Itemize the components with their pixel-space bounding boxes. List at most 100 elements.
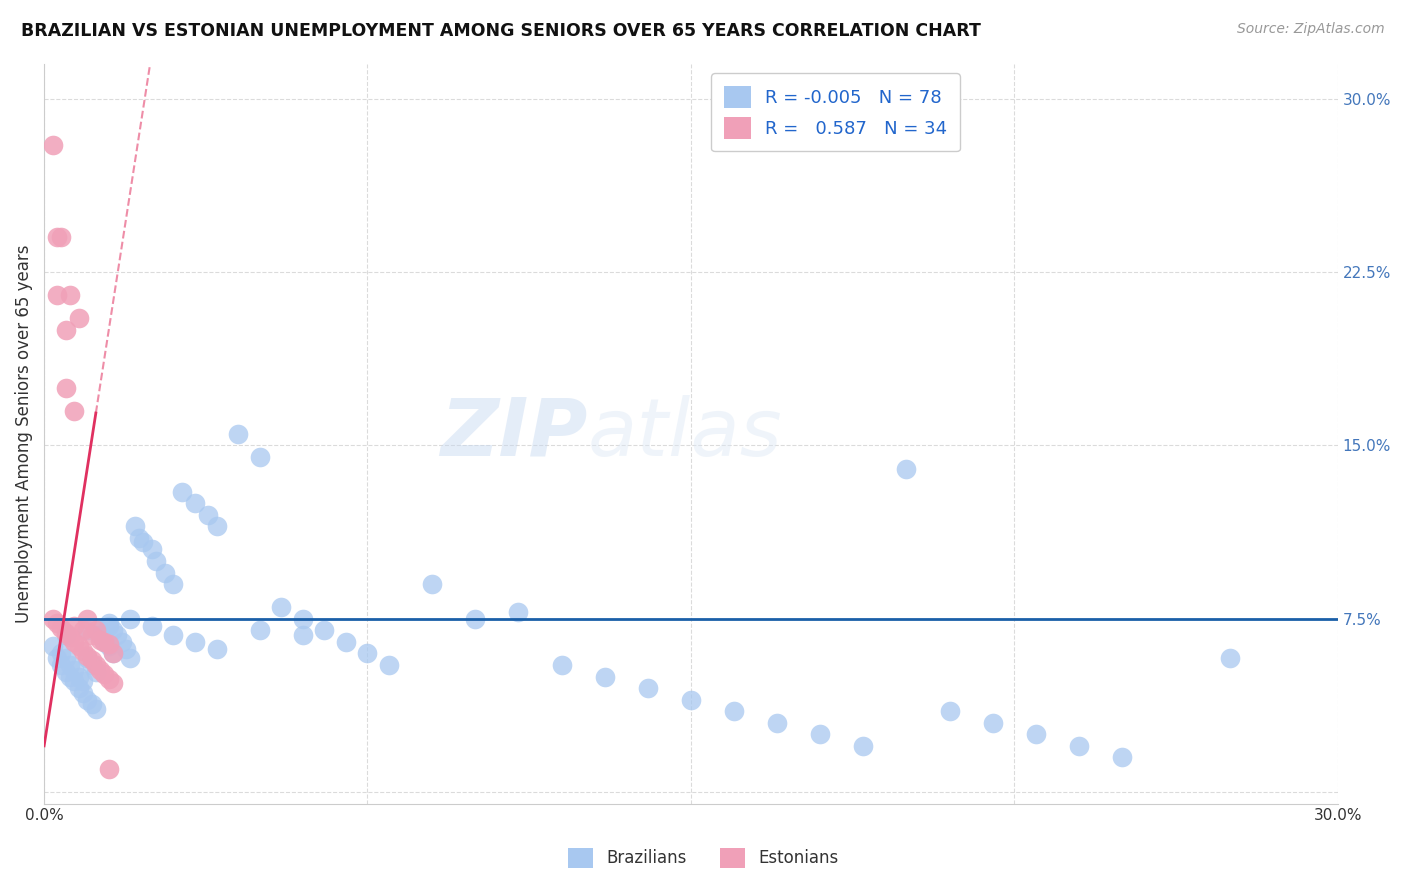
Point bbox=[101, 624, 124, 638]
Point bbox=[72, 674, 94, 689]
Point bbox=[55, 323, 77, 337]
Point bbox=[55, 665, 77, 679]
Point bbox=[51, 647, 73, 661]
Point bbox=[593, 669, 616, 683]
Point bbox=[84, 702, 107, 716]
Point bbox=[72, 644, 94, 658]
Point bbox=[67, 311, 90, 326]
Point bbox=[291, 612, 314, 626]
Point bbox=[59, 630, 82, 644]
Point bbox=[101, 647, 124, 661]
Point bbox=[111, 635, 134, 649]
Point bbox=[356, 647, 378, 661]
Point bbox=[55, 381, 77, 395]
Point bbox=[93, 635, 115, 649]
Point bbox=[464, 612, 486, 626]
Point bbox=[42, 612, 65, 626]
Point bbox=[162, 628, 184, 642]
Point bbox=[76, 648, 98, 663]
Point bbox=[162, 577, 184, 591]
Point bbox=[132, 535, 155, 549]
Point bbox=[205, 641, 228, 656]
Point bbox=[76, 692, 98, 706]
Legend: Brazilians, Estonians: Brazilians, Estonians bbox=[561, 841, 845, 875]
Point bbox=[97, 616, 120, 631]
Point bbox=[184, 496, 207, 510]
Point bbox=[420, 577, 443, 591]
Point bbox=[508, 605, 530, 619]
Point bbox=[378, 657, 401, 672]
Point bbox=[97, 640, 120, 654]
Point bbox=[67, 669, 90, 683]
Point bbox=[63, 618, 86, 632]
Point bbox=[120, 612, 142, 626]
Point bbox=[205, 519, 228, 533]
Point bbox=[59, 669, 82, 683]
Point bbox=[80, 698, 103, 712]
Point bbox=[51, 657, 73, 672]
Point bbox=[97, 618, 120, 632]
Point bbox=[80, 628, 103, 642]
Point bbox=[128, 531, 150, 545]
Point bbox=[55, 628, 77, 642]
Text: BRAZILIAN VS ESTONIAN UNEMPLOYMENT AMONG SENIORS OVER 65 YEARS CORRELATION CHART: BRAZILIAN VS ESTONIAN UNEMPLOYMENT AMONG… bbox=[21, 22, 981, 40]
Point bbox=[120, 651, 142, 665]
Point bbox=[63, 674, 86, 689]
Point bbox=[67, 640, 90, 654]
Point bbox=[59, 288, 82, 302]
Point bbox=[550, 657, 572, 672]
Point bbox=[72, 624, 94, 638]
Point bbox=[101, 647, 124, 661]
Point bbox=[97, 637, 120, 651]
Point bbox=[637, 681, 659, 695]
Point bbox=[153, 566, 176, 580]
Point bbox=[141, 618, 163, 632]
Point bbox=[63, 635, 86, 649]
Point bbox=[141, 542, 163, 557]
Point bbox=[723, 704, 745, 718]
Point bbox=[46, 230, 69, 244]
Point bbox=[63, 663, 86, 677]
Point bbox=[89, 624, 111, 638]
Point bbox=[46, 651, 69, 665]
Point bbox=[172, 484, 194, 499]
Point bbox=[335, 635, 357, 649]
Point bbox=[63, 403, 86, 417]
Point bbox=[1219, 651, 1241, 665]
Point bbox=[76, 624, 98, 638]
Point bbox=[197, 508, 219, 522]
Point bbox=[938, 704, 960, 718]
Point bbox=[97, 762, 120, 776]
Point bbox=[84, 657, 107, 672]
Point bbox=[808, 727, 831, 741]
Legend: R = -0.005   N = 78, R =   0.587   N = 34: R = -0.005 N = 78, R = 0.587 N = 34 bbox=[711, 73, 960, 152]
Point bbox=[124, 519, 146, 533]
Point bbox=[184, 635, 207, 649]
Point bbox=[93, 635, 115, 649]
Point bbox=[46, 288, 69, 302]
Point bbox=[72, 686, 94, 700]
Point bbox=[67, 681, 90, 695]
Point bbox=[107, 628, 129, 642]
Point bbox=[115, 641, 138, 656]
Point bbox=[93, 667, 115, 681]
Point bbox=[89, 663, 111, 677]
Point bbox=[981, 715, 1004, 730]
Point bbox=[896, 461, 918, 475]
Point bbox=[55, 651, 77, 665]
Point bbox=[249, 624, 271, 638]
Point bbox=[84, 624, 107, 638]
Point bbox=[145, 554, 167, 568]
Point bbox=[852, 739, 875, 753]
Point bbox=[226, 426, 249, 441]
Point bbox=[89, 632, 111, 647]
Text: atlas: atlas bbox=[588, 395, 782, 473]
Point bbox=[101, 676, 124, 690]
Point bbox=[270, 600, 292, 615]
Point bbox=[80, 653, 103, 667]
Point bbox=[679, 692, 702, 706]
Point bbox=[42, 137, 65, 152]
Text: Source: ZipAtlas.com: Source: ZipAtlas.com bbox=[1237, 22, 1385, 37]
Point bbox=[46, 616, 69, 631]
Point bbox=[59, 657, 82, 672]
